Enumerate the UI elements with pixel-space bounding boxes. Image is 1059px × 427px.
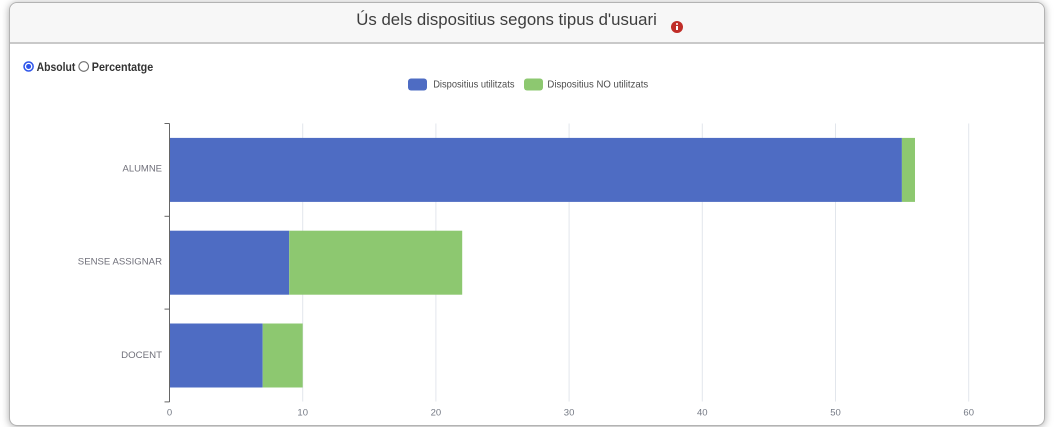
svg-text:10: 10 [297,407,308,418]
svg-text:Dispositius utilitzats: Dispositius utilitzats [433,79,514,91]
svg-text:SENSE ASSIGNAR: SENSE ASSIGNAR [78,256,162,267]
svg-text:30: 30 [564,407,575,418]
svg-text:Ús dels dispositius segons tip: Ús dels dispositius segons tipus d'usuar… [356,10,657,29]
svg-text:DOCENT: DOCENT [121,350,162,361]
svg-text:20: 20 [431,407,442,418]
svg-text:40: 40 [697,407,708,418]
svg-text:Dispositius NO utilitzats: Dispositius NO utilitzats [547,79,648,91]
svg-text:ALUMNE: ALUMNE [123,164,163,175]
svg-text:50: 50 [830,407,841,418]
svg-text:Absolut: Absolut [37,60,76,74]
svg-text:60: 60 [963,407,974,418]
svg-text:Percentatge: Percentatge [92,60,154,74]
svg-text:0: 0 [167,407,172,418]
